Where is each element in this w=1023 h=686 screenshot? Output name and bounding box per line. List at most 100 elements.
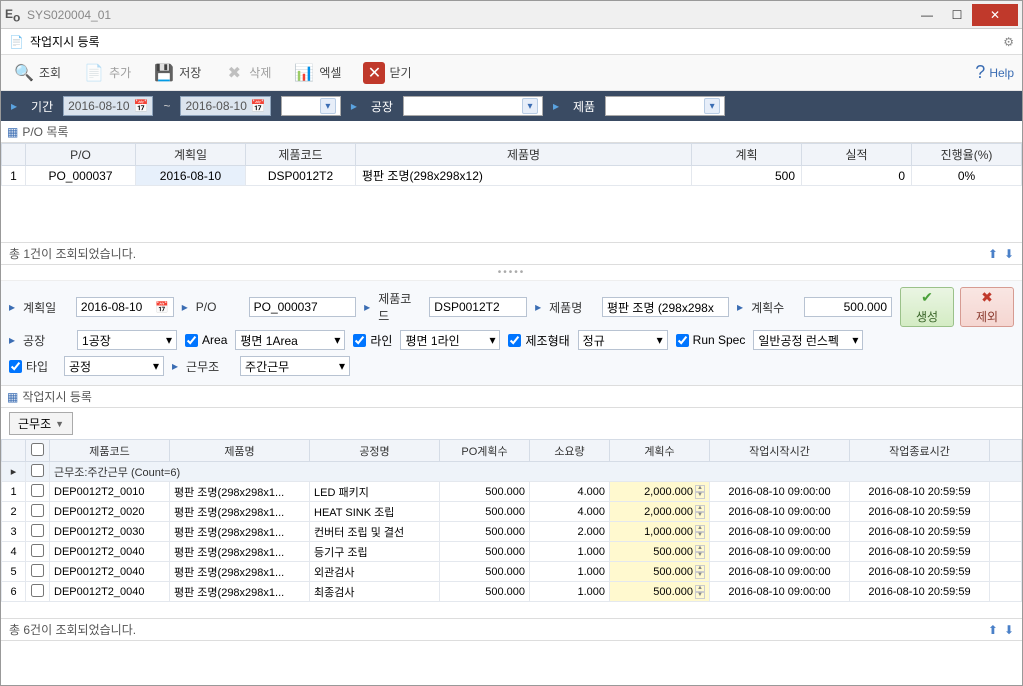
type-select[interactable]: 공정▾ — [64, 356, 164, 376]
work-table-row[interactable]: 2DEP0012T2_0020평판 조명(298x298x1...HEAT SI… — [2, 502, 1022, 522]
row-checkbox[interactable] — [31, 564, 44, 577]
col-prod-code[interactable]: 제품코드 — [50, 440, 170, 462]
type-checkbox-input[interactable] — [9, 360, 22, 373]
col-po-plan[interactable]: PO계획수 — [440, 440, 530, 462]
col-start[interactable]: 작업시작시간 — [710, 440, 850, 462]
col-plan-date[interactable]: 계획일 — [136, 144, 246, 166]
col-plan[interactable]: 계획수 — [610, 440, 710, 462]
help-button[interactable]: ?Help — [975, 62, 1014, 83]
spinner[interactable]: ▲▼ — [695, 485, 705, 499]
plan-qty-input[interactable]: 500.000 — [804, 297, 892, 317]
spinner[interactable]: ▲▼ — [695, 585, 705, 599]
run-spec-checkbox-input[interactable] — [676, 334, 689, 347]
work-table-row[interactable]: 1DEP0012T2_0010평판 조명(298x298x1...LED 패키지… — [2, 482, 1022, 502]
group-by-button[interactable]: 근무조▼ — [9, 412, 73, 435]
spinner[interactable]: ▲▼ — [695, 565, 705, 579]
select-all-checkbox[interactable] — [31, 443, 44, 456]
mfg-type-select[interactable]: 정규▾ — [578, 330, 668, 350]
col-prod-name[interactable]: 제품명 — [356, 144, 692, 166]
plan-date-input[interactable]: 2016-08-10📅 — [76, 297, 174, 317]
date-to-input[interactable]: 2016-08-10📅 — [180, 96, 270, 116]
col-plan[interactable]: 계획 — [692, 144, 802, 166]
spin-up-icon[interactable]: ▲ — [695, 545, 705, 552]
expand-icon[interactable]: ▸ — [2, 462, 26, 482]
po-input[interactable]: PO_000037 — [249, 297, 357, 317]
close-window-button[interactable]: ✕ — [972, 4, 1018, 26]
spin-up-icon[interactable]: ▲ — [695, 505, 705, 512]
col-req[interactable]: 소요량 — [530, 440, 610, 462]
search-button[interactable]: 🔍조회 — [9, 60, 65, 86]
col-prod-code[interactable]: 제품코드 — [246, 144, 356, 166]
cell-plan[interactable]: 500.000▲▼ — [610, 582, 710, 602]
work-group-row[interactable]: ▸근무조:주간근무 (Count=6) — [2, 462, 1022, 482]
mfg-type-checkbox[interactable]: 제조형태 — [508, 332, 569, 349]
work-table-row[interactable]: 6DEP0012T2_0040평판 조명(298x298x1...최종검사500… — [2, 582, 1022, 602]
row-checkbox[interactable] — [31, 484, 44, 497]
col-po[interactable]: P/O — [26, 144, 136, 166]
excel-button[interactable]: 📊엑셀 — [289, 60, 345, 86]
factory-select[interactable]: All▾ — [403, 96, 543, 116]
date-from-input[interactable]: 2016-08-10📅 — [63, 96, 153, 116]
area-select[interactable]: 평면 1Area▾ — [235, 330, 345, 350]
prod-name-input[interactable]: 평판 조명 (298x298x — [602, 297, 729, 317]
row-checkbox[interactable] — [31, 584, 44, 597]
add-button[interactable]: 📄추가 — [79, 60, 135, 86]
minimize-button[interactable]: — — [912, 4, 942, 26]
spin-up-icon[interactable]: ▲ — [695, 525, 705, 532]
spinner[interactable]: ▲▼ — [695, 545, 705, 559]
factory-select[interactable]: 1공장▾ — [77, 330, 177, 350]
up-arrow-icon[interactable]: ⬆ — [988, 247, 998, 261]
cell-plan[interactable]: 2,000.000▲▼ — [610, 482, 710, 502]
row-checkbox[interactable] — [31, 544, 44, 557]
spin-down-icon[interactable]: ▼ — [695, 532, 705, 539]
up-arrow-icon[interactable]: ⬆ — [988, 623, 998, 637]
day-select[interactable]: 당일▾ — [281, 96, 341, 116]
line-checkbox[interactable]: 라인 — [353, 332, 392, 349]
line-checkbox-input[interactable] — [353, 334, 366, 347]
area-checkbox[interactable]: Area — [185, 333, 227, 347]
save-button[interactable]: 💾저장 — [149, 60, 205, 86]
run-spec-select[interactable]: 일반공정 런스펙▾ — [753, 330, 863, 350]
work-table-row[interactable]: 4DEP0012T2_0040평판 조명(298x298x1...등기구 조립5… — [2, 542, 1022, 562]
cell-plan[interactable]: 500.000▲▼ — [610, 562, 710, 582]
col-actual[interactable]: 실적 — [802, 144, 912, 166]
checkbox-header[interactable] — [26, 440, 50, 462]
col-end[interactable]: 작업종료시간 — [850, 440, 990, 462]
product-select[interactable]: All▾ — [605, 96, 725, 116]
group-checkbox[interactable] — [31, 464, 44, 477]
line-select[interactable]: 평면 1라인▾ — [400, 330, 500, 350]
work-table-row[interactable]: 3DEP0012T2_0030평판 조명(298x298x1...컨버터 조립 … — [2, 522, 1022, 542]
settings-icon[interactable]: ⚙ — [1003, 35, 1014, 49]
col-process[interactable]: 공정명 — [310, 440, 440, 462]
po-table-row[interactable]: 1 PO_000037 2016-08-10 DSP0012T2 평판 조명(2… — [2, 166, 1022, 186]
exclude-button[interactable]: ✖제외 — [960, 287, 1014, 327]
cell-plan[interactable]: 1,000.000▲▼ — [610, 522, 710, 542]
close-button[interactable]: ✕닫기 — [359, 60, 415, 86]
type-checkbox[interactable]: 타입 — [9, 358, 56, 375]
spinner[interactable]: ▲▼ — [695, 505, 705, 519]
spin-up-icon[interactable]: ▲ — [695, 565, 705, 572]
spin-down-icon[interactable]: ▼ — [695, 492, 705, 499]
prod-code-input[interactable]: DSP0012T2 — [429, 297, 527, 317]
col-progress[interactable]: 진행율(%) — [912, 144, 1022, 166]
maximize-button[interactable]: ☐ — [942, 4, 972, 26]
spin-down-icon[interactable]: ▼ — [695, 552, 705, 559]
delete-button[interactable]: ✖삭제 — [219, 60, 275, 86]
spin-down-icon[interactable]: ▼ — [695, 512, 705, 519]
row-checkbox[interactable] — [31, 504, 44, 517]
down-arrow-icon[interactable]: ⬇ — [1004, 623, 1014, 637]
down-arrow-icon[interactable]: ⬇ — [1004, 247, 1014, 261]
generate-button[interactable]: ✔생성 — [900, 287, 954, 327]
spin-down-icon[interactable]: ▼ — [695, 572, 705, 579]
work-table-row[interactable]: 5DEP0012T2_0040평판 조명(298x298x1...외관검사500… — [2, 562, 1022, 582]
spin-up-icon[interactable]: ▲ — [695, 585, 705, 592]
mfg-type-checkbox-input[interactable] — [508, 334, 521, 347]
row-checkbox[interactable] — [31, 524, 44, 537]
area-checkbox-input[interactable] — [185, 334, 198, 347]
shift-select[interactable]: 주간근무▾ — [240, 356, 350, 376]
col-prod-name[interactable]: 제품명 — [170, 440, 310, 462]
cell-plan[interactable]: 2,000.000▲▼ — [610, 502, 710, 522]
cell-plan[interactable]: 500.000▲▼ — [610, 542, 710, 562]
spin-up-icon[interactable]: ▲ — [695, 485, 705, 492]
spin-down-icon[interactable]: ▼ — [695, 592, 705, 599]
